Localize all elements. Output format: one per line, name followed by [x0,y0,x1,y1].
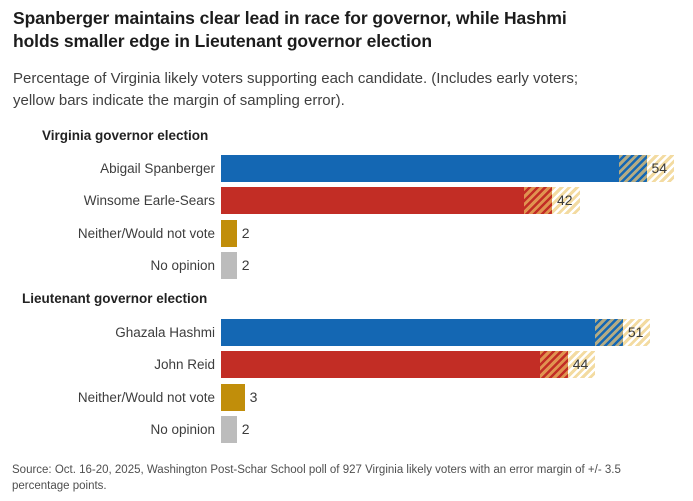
bar-row: Ghazala Hashmi 51 [0,319,693,346]
moe-band-outer [567,351,596,379]
category-label: No opinion [150,422,215,438]
bar-red [221,187,552,215]
bar-gold [221,219,237,247]
value-label: 54 [651,160,668,176]
moe-band-outer [552,187,580,215]
value-label: 44 [572,356,589,373]
bar-row: Winsome Earle-Sears 42 [0,187,693,215]
bar-row: Neither/Would not vote 2 [0,219,693,247]
moe-band-outer [646,155,675,182]
moe-band-inner [618,155,647,182]
value-label: 42 [557,192,573,209]
chart-title: Spanberger maintains clear lead in race … [13,8,567,51]
bar-row: Neither/Would not vote 3 [0,383,693,411]
bar-row: John Reid 44 [0,351,693,379]
category-label: Ghazala Hashmi [115,325,215,340]
moe-band-inner [540,351,568,379]
category-label: No opinion [150,258,215,274]
category-label: Winsome Earle-Sears [83,193,215,209]
moe-band-inner [524,187,552,215]
value-label: 51 [627,324,644,340]
section-header-governor: Virginia governor election [42,128,209,143]
moe-band-outer [622,319,651,346]
bar-red [221,351,568,379]
bar-row: Abigail Spanberger 54 [0,155,693,182]
value-label: 2 [241,224,250,241]
bar-gray [221,252,237,280]
category-label: Abigail Spanberger [100,161,215,176]
chart-subtitle: Percentage of Virginia likely voters sup… [13,70,579,109]
bar-row: No opinion 2 [0,252,693,280]
source-note: Source: Oct. 16-20, 2025, Washington Pos… [12,464,621,492]
category-label: Neither/Would not vote [77,225,215,241]
value-label: 2 [241,257,250,274]
moe-band-inner [595,319,623,346]
category-label: John Reid [154,357,215,373]
bar-blue [221,155,647,182]
category-label: Neither/Would not vote [77,389,215,405]
bar-blue [221,319,623,346]
value-label: 2 [241,421,250,438]
bar-row: No opinion 2 [0,416,693,444]
value-label: 3 [249,388,258,405]
bar-gold [221,383,245,411]
section-header-lt-governor: Lieutenant governor election [22,291,208,306]
bar-gray [221,416,237,444]
